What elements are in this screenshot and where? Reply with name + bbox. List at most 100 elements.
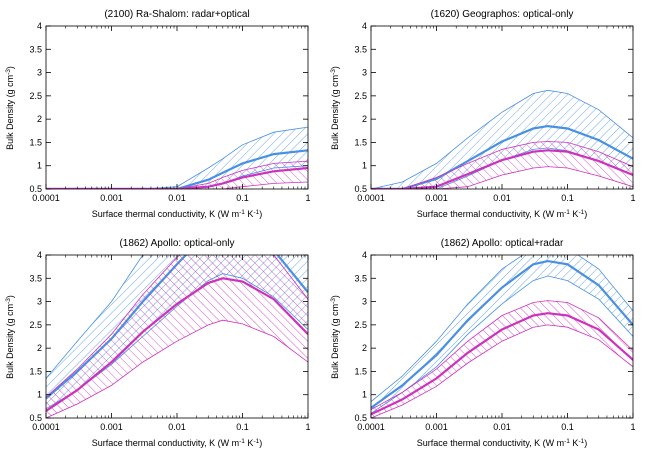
x-tick-label: 0.01	[168, 193, 186, 203]
series-layer	[371, 89, 633, 189]
magenta-best-fit-line	[371, 312, 633, 416]
magenta-uncertainty-band	[371, 141, 633, 189]
blue-lower-bound-line	[371, 275, 633, 414]
x-tick-label: 0.001	[425, 422, 448, 432]
x-tick-label: 1	[630, 193, 635, 203]
y-tick-label: 1.5	[354, 366, 367, 376]
chart-title: (1620) Geographos: optical-only	[431, 9, 574, 20]
blue-upper-bound-line	[46, 126, 308, 189]
magenta-best-fit-line	[46, 166, 308, 189]
y-tick-label: 1.5	[29, 137, 42, 147]
chart-panel-apollo-optical-only: (1862) Apollo: optical-only 0.0001 0.001 0…	[5, 238, 311, 448]
y-tick-label: 2.5	[354, 91, 367, 101]
chart-panel-geographos: (1620) Geographos: optical-only 0.0001 0.…	[330, 9, 636, 219]
x-axis-label: Surface thermal conductivity, K (W m-1 K…	[417, 209, 587, 219]
x-axis-label: Surface thermal conductivity, K (W m-1 K…	[417, 438, 587, 448]
x-tick-label: 0.0001	[32, 193, 60, 203]
x-tick-label: 0.1	[561, 422, 574, 432]
y-tick-label: 2	[362, 114, 367, 124]
tick-layer: 0.0001 0.001 0.01 0.1 1 0.5 1 1.5 2 2.5 3 3.5 4	[354, 250, 635, 432]
y-axis-label: Bulk Density (g cm-3)	[5, 295, 15, 379]
y-tick-label: 3	[362, 68, 367, 78]
magenta-best-fit-line	[371, 149, 633, 189]
y-tick-label: 1	[362, 390, 367, 400]
y-tick-label: 2.5	[354, 320, 367, 330]
x-tick-label: 0.0001	[357, 422, 385, 432]
y-tick-label: 1	[362, 161, 367, 171]
blue-upper-bound-line	[371, 89, 633, 189]
series-layer	[46, 126, 308, 189]
tick-layer: 0.0001 0.001 0.01 0.1 1 0.5 1 1.5 2 2.5 3 3.5 4	[29, 21, 310, 203]
x-tick-label: 0.0001	[32, 422, 60, 432]
y-tick-label: 1.5	[354, 137, 367, 147]
y-tick-label: 3	[37, 68, 42, 78]
y-tick-label: 2	[362, 343, 367, 353]
x-tick-label: 0.0001	[357, 193, 385, 203]
blue-uncertainty-band	[371, 90, 633, 189]
y-axis-label: Bulk Density (g cm-3)	[5, 66, 15, 150]
y-tick-label: 0.5	[354, 184, 367, 194]
magenta-upper-bound-line	[46, 160, 308, 189]
x-tick-label: 1	[305, 193, 310, 203]
magenta-lower-bound-line	[46, 319, 308, 418]
x-axis-label: Surface thermal conductivity, K (W m-1 K…	[92, 438, 262, 448]
magenta-uncertainty-band	[371, 300, 633, 418]
chart-panel-ra-shalom: (2100) Ra-Shalom: radar+optical 0.0001 0.…	[5, 9, 311, 219]
magenta-upper-bound-line	[371, 300, 633, 410]
y-axis-label: Bulk Density (g cm-3)	[330, 295, 340, 379]
y-tick-label: 2.5	[29, 91, 42, 101]
x-tick-label: 1	[305, 422, 310, 432]
magenta-uncertainty-band	[46, 255, 308, 418]
x-tick-label: 0.001	[100, 422, 123, 432]
x-tick-label: 0.001	[100, 193, 123, 203]
series-layer	[371, 255, 633, 418]
x-tick-label: 0.01	[168, 422, 186, 432]
y-tick-label: 3	[362, 297, 367, 307]
y-axis-label: Bulk Density (g cm-3)	[330, 66, 340, 150]
y-tick-label: 3.5	[354, 273, 367, 283]
blue-best-fit-line	[46, 149, 308, 189]
x-tick-label: 0.01	[493, 193, 511, 203]
y-tick-label: 2.5	[29, 320, 42, 330]
y-tick-label: 4	[37, 21, 42, 31]
x-tick-label: 0.01	[493, 422, 511, 432]
series-layer	[46, 255, 308, 418]
x-tick-label: 0.1	[236, 422, 249, 432]
blue-upper-bound-line	[46, 255, 144, 379]
y-tick-label: 1	[37, 390, 42, 400]
y-tick-label: 2	[37, 343, 42, 353]
y-tick-label: 1	[37, 161, 42, 171]
y-tick-label: 1.5	[29, 366, 42, 376]
x-tick-label: 0.1	[561, 193, 574, 203]
x-axis-label: Surface thermal conductivity, K (W m-1 K…	[92, 209, 262, 219]
chart-title: (2100) Ra-Shalom: radar+optical	[104, 9, 249, 20]
y-tick-label: 3.5	[29, 44, 42, 54]
y-tick-label: 4	[362, 21, 367, 31]
y-tick-label: 3.5	[29, 273, 42, 283]
chart-panel-apollo-optical-radar: (1862) Apollo: optical+radar 0.0001 0.001…	[330, 238, 636, 448]
chart-title: (1862) Apollo: optical+radar	[441, 238, 564, 249]
magenta-lower-bound-line	[46, 181, 308, 189]
y-tick-label: 3	[37, 297, 42, 307]
magenta-lower-bound-line	[371, 324, 633, 418]
y-tick-label: 4	[37, 250, 42, 260]
y-tick-label: 4	[362, 250, 367, 260]
magenta-best-fit-line	[46, 277, 308, 412]
magenta-upper-bound-line	[46, 255, 308, 398]
y-tick-label: 3.5	[354, 44, 367, 54]
y-tick-label: 2	[37, 114, 42, 124]
x-tick-label: 0.001	[425, 193, 448, 203]
magenta-upper-bound-line	[371, 141, 633, 189]
magenta-lower-bound-line	[371, 166, 633, 189]
magenta-uncertainty-band	[46, 161, 308, 189]
y-tick-label: 0.5	[29, 413, 42, 423]
blue-best-fit-line	[371, 259, 633, 409]
y-tick-label: 0.5	[354, 413, 367, 423]
x-tick-label: 0.1	[236, 193, 249, 203]
blue-upper-bound-line	[371, 255, 633, 403]
x-tick-label: 1	[630, 422, 635, 432]
tick-layer: 0.0001 0.001 0.01 0.1 1 0.5 1 1.5 2 2.5 3 3.5 4	[354, 21, 635, 203]
chart-title: (1862) Apollo: optical-only	[119, 238, 234, 249]
tick-layer: 0.0001 0.001 0.01 0.1 1 0.5 1 1.5 2 2.5 3 3.5 4	[29, 250, 310, 432]
